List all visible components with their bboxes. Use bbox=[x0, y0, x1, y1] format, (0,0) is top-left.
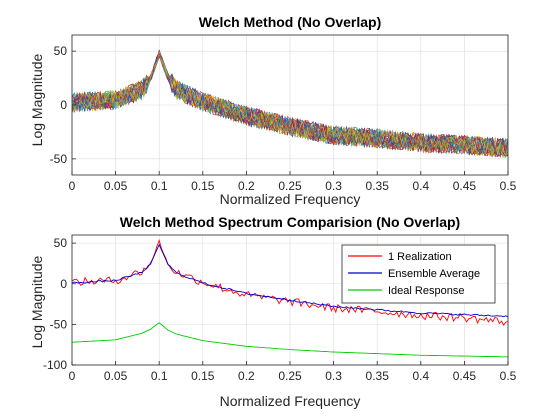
top-chart-ylabel: Log Magnitude bbox=[29, 53, 45, 146]
bottom-chart-ytick-label: -50 bbox=[50, 317, 68, 331]
bottom-chart-xtick-label: 0.25 bbox=[278, 369, 302, 383]
top-chart-xtick-label: 0.2 bbox=[238, 179, 255, 193]
top-chart-xtick-label: 0.35 bbox=[366, 179, 390, 193]
bottom-chart-xtick-label: 0.35 bbox=[366, 369, 390, 383]
top-chart-xlabel: Normalized Frequency bbox=[220, 191, 361, 207]
bottom-chart-xtick-label: 0.15 bbox=[191, 369, 215, 383]
legend-label-ensemble-average: Ensemble Average bbox=[388, 268, 480, 280]
top-chart-xtick-label: 0 bbox=[69, 179, 76, 193]
top-chart-title: Welch Method (No Overlap) bbox=[199, 14, 382, 30]
bottom-chart-xtick-label: 0 bbox=[69, 369, 76, 383]
series-line-1-realization bbox=[72, 238, 508, 326]
bottom-chart-xtick-label: 0.1 bbox=[151, 369, 168, 383]
top-chart-axes: 0 0.05 0.1 0.15 0.2 0.25 0.3 0.35 0.4 0.45 0.5-500… bbox=[50, 34, 517, 193]
bottom-chart-xtick-label: 0.05 bbox=[104, 369, 128, 383]
series-line-ideal-response bbox=[72, 322, 508, 358]
bottom-chart-xtick-label: 0.3 bbox=[325, 369, 342, 383]
bottom-chart-title: Welch Method Spectrum Comparision (No Ov… bbox=[120, 214, 460, 230]
bottom-chart-xtick-label: 0.4 bbox=[412, 369, 429, 383]
top-chart-xtick-label: 0.45 bbox=[453, 179, 477, 193]
top-chart-ytick-label: 0 bbox=[60, 98, 67, 112]
bottom-chart-xlabel: Normalized Frequency bbox=[220, 393, 361, 409]
legend-label-ideal-response: Ideal Response bbox=[388, 285, 464, 297]
top-chart-realization-line bbox=[72, 54, 508, 158]
top-chart-xtick-label: 0.4 bbox=[412, 179, 429, 193]
legend-box bbox=[341, 244, 496, 304]
top-chart-xtick-label: 0.1 bbox=[151, 179, 168, 193]
top-chart-realization-line bbox=[72, 50, 508, 157]
top-chart-xtick-label: 0.25 bbox=[278, 179, 302, 193]
bottom-chart-ytick-label: -100 bbox=[43, 358, 67, 372]
top-chart-ytick-label: -50 bbox=[50, 152, 68, 166]
top-chart-xtick-label: 0.5 bbox=[500, 179, 517, 193]
bottom-chart-xtick-label: 0.45 bbox=[453, 369, 477, 383]
bottom-chart-ytick-label: 0 bbox=[60, 277, 67, 291]
top-chart-xtick-label: 0.15 bbox=[191, 179, 215, 193]
top-chart-xtick-label: 0.05 bbox=[104, 179, 128, 193]
bottom-chart-xtick-label: 0.2 bbox=[238, 369, 255, 383]
series-line-ensemble-average bbox=[72, 243, 508, 318]
top-chart-realization-line bbox=[72, 52, 508, 157]
bottom-chart-xtick-label: 0.5 bbox=[500, 369, 517, 383]
legend: 1 Realization Ensemble Average Ideal Res… bbox=[341, 244, 496, 304]
bottom-chart-ytick-label: 50 bbox=[54, 236, 68, 250]
legend-label-1-realization: 1 Realization bbox=[388, 251, 452, 263]
top-chart-xtick-label: 0.3 bbox=[325, 179, 342, 193]
bottom-chart-ylabel: Log Magnitude bbox=[29, 255, 45, 348]
top-chart-ytick-label: 50 bbox=[54, 44, 68, 58]
bottom-chart-axes: 0 0.05 0.1 0.15 0.2 0.25 0.3 0.35 0.4 0.45 0.5 -100… bbox=[43, 234, 517, 383]
